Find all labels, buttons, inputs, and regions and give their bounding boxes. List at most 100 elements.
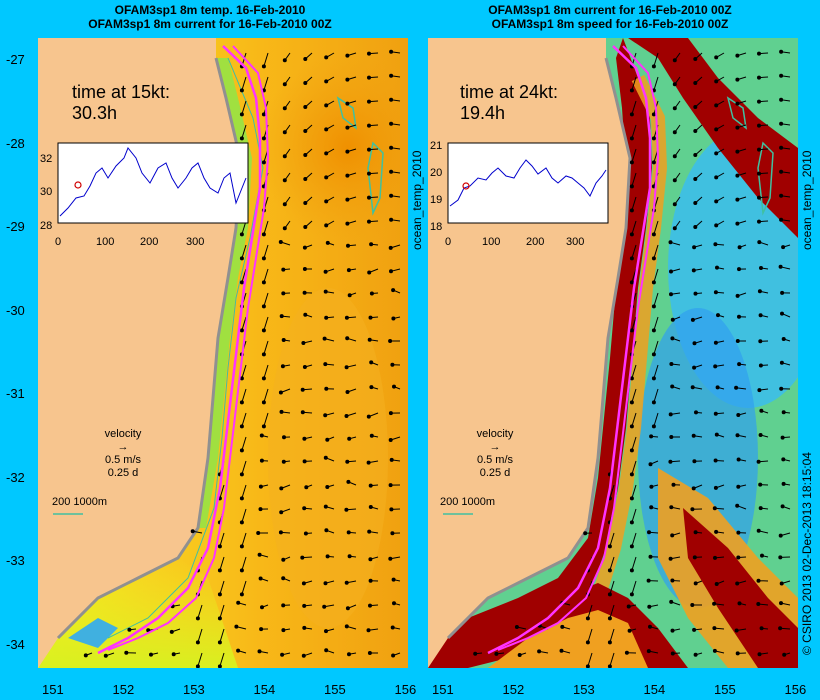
current-arrow-head bbox=[282, 178, 287, 183]
left-velocity-speed: 0.5 m/s bbox=[104, 454, 142, 466]
current-arrow-head bbox=[735, 149, 740, 154]
current-arrow-head bbox=[369, 291, 374, 296]
right-colorbar-label: ocean_temp_2010 bbox=[800, 150, 814, 250]
current-arrow bbox=[653, 52, 659, 67]
current-arrow-head bbox=[302, 459, 307, 464]
current-arrow-head bbox=[629, 160, 634, 165]
current-arrow-head bbox=[735, 503, 740, 508]
current-arrow-head bbox=[303, 531, 308, 536]
current-arrow-head bbox=[282, 202, 287, 207]
current-arrow-head bbox=[758, 482, 763, 487]
current-arrow bbox=[241, 436, 247, 451]
current-arrow-head bbox=[651, 376, 656, 381]
current-arrow-head bbox=[257, 552, 262, 557]
current-arrow-head bbox=[322, 336, 327, 341]
current-arrow-head bbox=[281, 338, 286, 342]
right-time-label: time at 24kt: 19.4h bbox=[460, 82, 558, 124]
current-arrow-head bbox=[239, 592, 244, 597]
current-arrow-head bbox=[756, 459, 761, 464]
current-arrow-head bbox=[629, 376, 634, 381]
current-arrow-head bbox=[759, 626, 764, 631]
current-arrow-head bbox=[390, 531, 395, 536]
current-arrow-head bbox=[715, 385, 720, 390]
x-tick-label: 156 bbox=[784, 682, 807, 697]
current-arrow-head bbox=[324, 648, 329, 653]
current-arrow-head bbox=[736, 484, 741, 489]
current-arrow-head bbox=[388, 245, 393, 250]
current-arrow-head bbox=[325, 437, 330, 442]
current-arrow-head bbox=[323, 413, 328, 418]
current-arrow bbox=[241, 244, 247, 259]
current-arrow-head bbox=[735, 651, 740, 656]
current-arrow-head bbox=[367, 75, 371, 80]
current-arrow-head bbox=[389, 145, 394, 150]
current-arrow-head bbox=[714, 79, 719, 84]
current-arrow bbox=[653, 412, 659, 427]
current-arrow-head bbox=[693, 530, 698, 535]
current-arrow-head bbox=[301, 653, 306, 658]
current-arrow-head bbox=[693, 201, 698, 205]
current-arrow-head bbox=[537, 649, 542, 654]
current-arrow-head bbox=[236, 600, 241, 605]
current-arrow-head bbox=[324, 79, 329, 84]
current-arrow-head bbox=[629, 208, 634, 213]
current-arrow-head bbox=[757, 240, 762, 245]
current-arrow-head bbox=[651, 328, 656, 333]
current-arrow-head bbox=[190, 529, 195, 534]
current-arrow bbox=[241, 388, 247, 403]
current-arrow-head bbox=[736, 530, 741, 535]
current-arrow-head bbox=[735, 221, 740, 226]
current-arrow-head bbox=[103, 653, 108, 658]
left-time-value: 30.3h bbox=[72, 103, 118, 123]
y-tick-label: -32 bbox=[6, 469, 25, 485]
current-arrow-head bbox=[629, 136, 634, 141]
current-arrow-head bbox=[629, 424, 634, 429]
current-arrow bbox=[653, 76, 659, 91]
current-arrow-head bbox=[692, 245, 697, 250]
current-arrow bbox=[631, 196, 637, 211]
right-map-panel bbox=[428, 38, 798, 668]
current-arrow-head bbox=[734, 385, 739, 390]
current-arrow-head bbox=[261, 160, 266, 165]
right-fast-band-north bbox=[628, 38, 798, 238]
right-inset-ytick: 19 bbox=[430, 194, 443, 206]
current-arrow-head bbox=[261, 136, 266, 141]
current-arrow-head bbox=[300, 387, 305, 392]
current-arrow bbox=[241, 484, 247, 499]
current-arrow bbox=[219, 652, 225, 667]
current-arrow bbox=[263, 364, 269, 379]
current-arrow-head bbox=[756, 602, 761, 606]
current-arrow bbox=[631, 460, 637, 475]
x-tick-label: 155 bbox=[324, 682, 346, 697]
current-arrow-head bbox=[629, 184, 634, 189]
current-arrow-head bbox=[303, 312, 308, 317]
current-arrow-head bbox=[779, 581, 784, 586]
current-arrow-head bbox=[646, 578, 651, 583]
current-arrow-head bbox=[303, 201, 308, 205]
current-arrow-head bbox=[629, 472, 634, 477]
current-arrow-head bbox=[670, 628, 675, 633]
current-arrow-head bbox=[560, 624, 565, 629]
y-tick-label: -28 bbox=[6, 135, 25, 151]
current-arrow-head bbox=[737, 362, 742, 367]
current-arrow-head bbox=[690, 507, 695, 512]
current-arrow-head bbox=[389, 269, 393, 274]
current-arrow-head bbox=[668, 412, 673, 417]
left-title-line1: OFAM3sp1 8m temp. 16-Feb-2010 bbox=[114, 3, 306, 17]
current-arrow-head bbox=[734, 628, 739, 633]
current-arrow-head bbox=[624, 650, 629, 655]
current-arrow-head bbox=[736, 555, 741, 560]
current-arrow-head bbox=[649, 484, 654, 489]
current-arrow-head bbox=[304, 485, 309, 490]
left-inset-xtick: 100 bbox=[96, 236, 115, 248]
y-tick-label: -34 bbox=[6, 636, 25, 652]
current-arrow-head bbox=[391, 316, 396, 321]
current-arrow-head bbox=[195, 616, 200, 621]
current-arrow bbox=[241, 556, 247, 571]
left-ship-track bbox=[97, 45, 262, 655]
current-arrow-head bbox=[607, 544, 612, 549]
current-arrow bbox=[263, 220, 269, 235]
current-arrow-head bbox=[714, 127, 719, 132]
current-arrow-head bbox=[367, 651, 372, 655]
current-arrow-head bbox=[583, 531, 588, 536]
